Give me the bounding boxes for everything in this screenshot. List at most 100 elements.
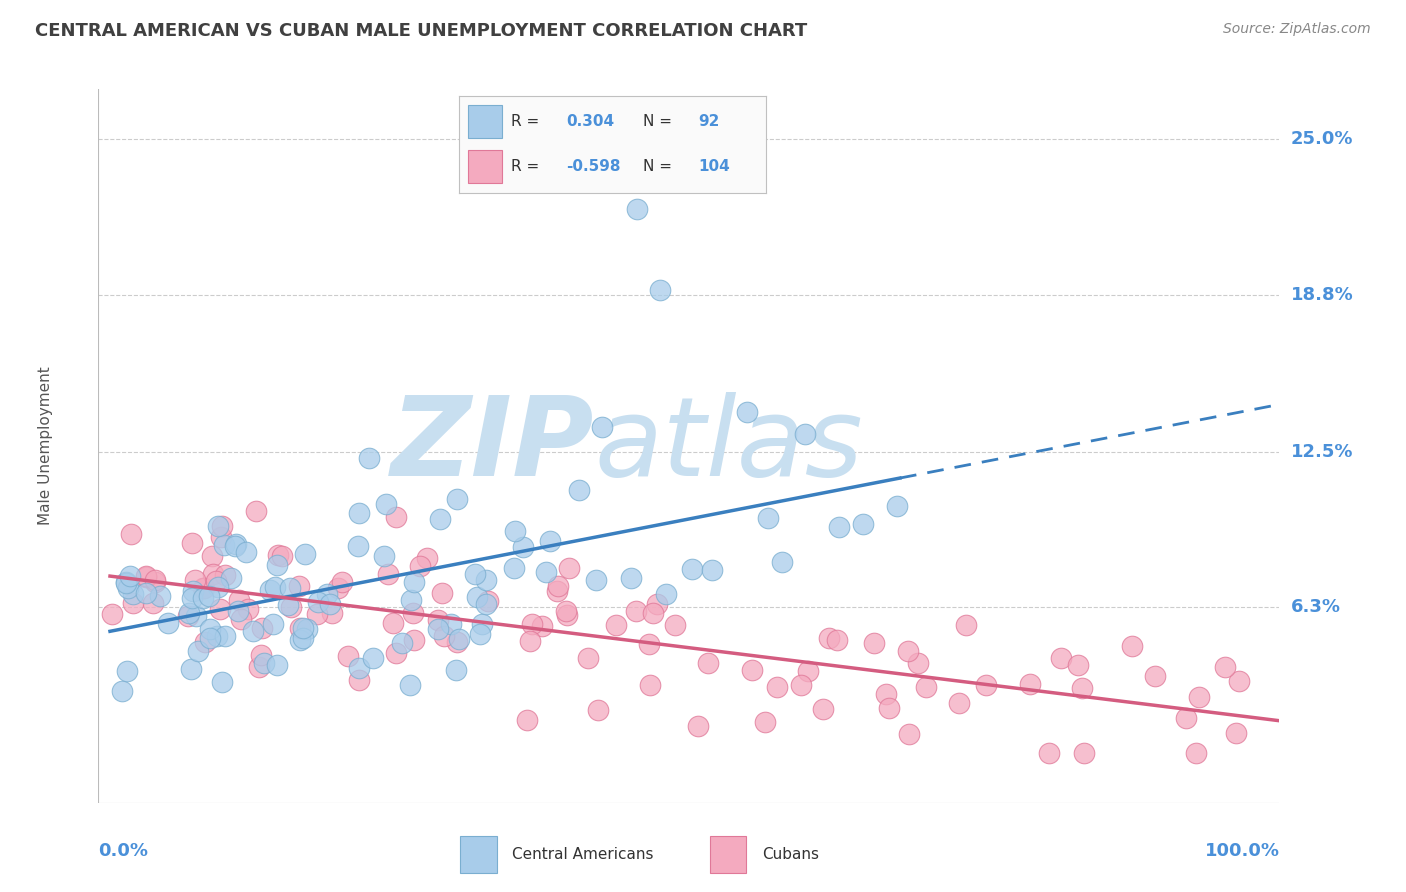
Text: 0.0%: 0.0% bbox=[98, 842, 149, 860]
Point bbox=[382, 615, 405, 630]
Point bbox=[399, 678, 422, 692]
Point bbox=[337, 648, 360, 663]
Point bbox=[225, 537, 247, 551]
Point bbox=[361, 651, 384, 665]
Point bbox=[1188, 690, 1211, 704]
Point bbox=[143, 573, 166, 587]
Point bbox=[214, 567, 236, 582]
Point bbox=[291, 631, 314, 645]
Point bbox=[180, 536, 202, 550]
Point bbox=[291, 621, 314, 635]
Point bbox=[115, 574, 138, 589]
Point bbox=[184, 573, 207, 587]
Text: 100.0%: 100.0% bbox=[1205, 842, 1279, 860]
Point bbox=[385, 646, 408, 660]
Point bbox=[347, 506, 370, 520]
Point bbox=[122, 596, 145, 610]
Text: CENTRAL AMERICAN VS CUBAN MALE UNEMPLOYMENT CORRELATION CHART: CENTRAL AMERICAN VS CUBAN MALE UNEMPLOYM… bbox=[35, 22, 807, 40]
Point bbox=[117, 581, 139, 595]
Point bbox=[790, 678, 813, 692]
Point bbox=[374, 497, 396, 511]
Point bbox=[688, 719, 710, 733]
Point bbox=[446, 663, 468, 677]
Point bbox=[252, 657, 274, 671]
Point bbox=[179, 606, 201, 620]
Point bbox=[198, 631, 221, 645]
Point bbox=[236, 602, 259, 616]
Point bbox=[465, 590, 488, 604]
Point bbox=[586, 703, 609, 717]
Point bbox=[555, 604, 578, 618]
Point bbox=[235, 545, 257, 559]
Point bbox=[817, 631, 839, 645]
Point bbox=[247, 660, 270, 674]
Text: atlas: atlas bbox=[595, 392, 863, 500]
Point bbox=[1073, 746, 1095, 760]
Point bbox=[295, 622, 318, 636]
Point bbox=[797, 665, 820, 679]
Point bbox=[399, 593, 422, 607]
Point bbox=[1144, 669, 1167, 683]
Point bbox=[624, 604, 647, 618]
Point bbox=[793, 426, 815, 441]
Point bbox=[250, 648, 273, 662]
Point bbox=[948, 696, 970, 710]
Point bbox=[115, 575, 138, 590]
Point bbox=[470, 617, 492, 632]
Point bbox=[242, 624, 264, 639]
Point bbox=[648, 283, 671, 297]
Point bbox=[288, 633, 311, 648]
Point bbox=[404, 632, 426, 647]
Point bbox=[416, 551, 439, 566]
Point bbox=[429, 511, 451, 525]
Point bbox=[402, 606, 425, 620]
Point bbox=[555, 608, 578, 623]
Point bbox=[142, 596, 165, 610]
Point bbox=[655, 587, 678, 601]
Point bbox=[638, 637, 661, 651]
Point bbox=[307, 595, 329, 609]
Point bbox=[121, 587, 143, 601]
Point bbox=[201, 549, 224, 563]
Point bbox=[1184, 746, 1206, 760]
Point bbox=[135, 569, 157, 583]
Point bbox=[427, 613, 450, 627]
Point bbox=[194, 635, 217, 649]
Point bbox=[1038, 746, 1060, 760]
Point bbox=[605, 618, 627, 632]
Point bbox=[120, 526, 142, 541]
Text: 25.0%: 25.0% bbox=[1291, 130, 1353, 148]
Point bbox=[224, 539, 246, 553]
Point bbox=[157, 616, 180, 631]
Point bbox=[503, 524, 526, 538]
Point bbox=[214, 538, 236, 552]
Point bbox=[207, 580, 229, 594]
Point bbox=[433, 629, 456, 643]
Point bbox=[770, 555, 793, 569]
Point bbox=[270, 549, 292, 563]
Point bbox=[664, 618, 686, 632]
Point bbox=[290, 621, 312, 635]
Point bbox=[307, 607, 329, 621]
Point bbox=[187, 644, 209, 658]
Point bbox=[228, 592, 250, 607]
Point bbox=[626, 202, 648, 217]
Point bbox=[202, 567, 225, 582]
Point bbox=[534, 565, 557, 579]
Point bbox=[101, 607, 124, 621]
Text: ZIP: ZIP bbox=[391, 392, 595, 500]
Point bbox=[294, 547, 316, 561]
Point bbox=[391, 635, 413, 649]
Point bbox=[377, 567, 399, 582]
Point bbox=[446, 492, 468, 507]
Point bbox=[475, 573, 498, 587]
Point bbox=[205, 574, 228, 589]
Point bbox=[198, 589, 221, 603]
Point bbox=[259, 582, 281, 597]
Point bbox=[191, 581, 214, 595]
Point bbox=[262, 616, 284, 631]
Point bbox=[741, 663, 763, 677]
Point bbox=[330, 574, 353, 589]
Point bbox=[955, 618, 977, 632]
Point bbox=[897, 727, 920, 741]
